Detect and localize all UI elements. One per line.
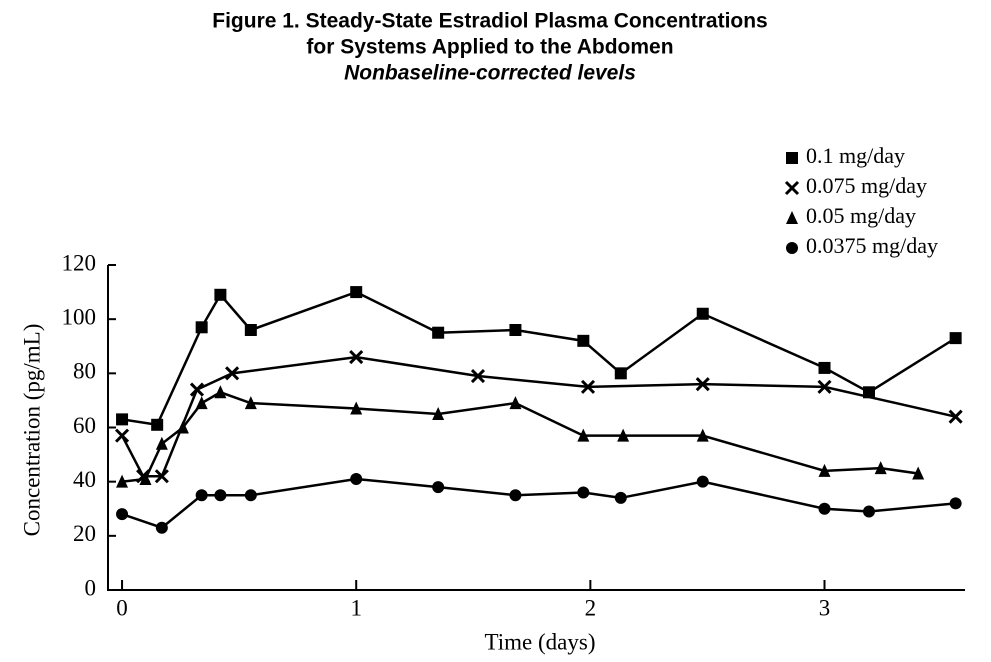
data-point: [154, 469, 169, 484]
data-point: [349, 350, 364, 365]
data-point: [949, 332, 962, 345]
data-point: [214, 489, 227, 502]
data-point: [116, 413, 129, 426]
data-point: [912, 466, 925, 480]
data-point: [948, 409, 963, 424]
data-point: [114, 428, 130, 443]
legend-marker: [786, 152, 798, 164]
data-point: [580, 379, 596, 394]
chart-title: for Systems Applied to the Abdomen: [306, 36, 673, 59]
data-point: [350, 472, 363, 485]
data-point: [696, 307, 709, 320]
x-tick-label: 2: [585, 595, 597, 620]
data-point: [176, 420, 189, 434]
data-point: [214, 385, 227, 399]
data-point: [509, 489, 522, 502]
data-point: [155, 521, 168, 534]
legend-marker: [784, 180, 800, 196]
data-point: [862, 505, 875, 518]
data-point: [116, 474, 129, 488]
y-tick-label: 80: [73, 359, 96, 384]
data-point: [617, 428, 630, 442]
data-point: [214, 288, 227, 301]
series-line: [121, 477, 956, 530]
data-point: [195, 321, 208, 334]
series-line: [121, 390, 919, 483]
data-point: [818, 463, 831, 477]
data-point: [151, 418, 164, 431]
data-point: [577, 428, 590, 442]
data-point: [696, 475, 709, 488]
data-point: [155, 436, 168, 450]
data-point: [695, 377, 710, 392]
legend-label: 0.075 mg/day: [806, 173, 927, 198]
data-point: [818, 361, 831, 374]
legend-label: 0.1 mg/day: [806, 143, 905, 168]
chart-title: Figure 1. Steady-State Estradiol Plasma …: [212, 10, 768, 33]
data-point: [949, 497, 962, 510]
data-point: [874, 461, 887, 475]
legend-label: 0.0375 mg/day: [806, 233, 938, 258]
data-point: [817, 379, 832, 394]
data-point: [509, 324, 522, 336]
x-tick-label: 3: [819, 595, 831, 620]
legend-marker: [786, 242, 798, 254]
data-point: [350, 401, 363, 415]
data-point: [577, 486, 590, 499]
series-line: [120, 355, 956, 478]
data-point: [244, 324, 257, 336]
y-tick-label: 60: [73, 413, 96, 438]
data-point: [244, 489, 257, 502]
data-point: [432, 406, 445, 420]
y-tick-label: 100: [62, 304, 97, 329]
data-point: [189, 382, 205, 397]
x-tick-label: 0: [116, 595, 128, 620]
x-tick-label: 1: [350, 595, 362, 620]
data-point: [432, 481, 445, 494]
data-point: [432, 326, 445, 339]
data-point: [139, 471, 152, 485]
data-point: [577, 334, 590, 347]
y-axis-label: Concentration (pg/mL): [19, 324, 44, 537]
data-point: [350, 286, 363, 299]
y-tick-label: 0: [85, 575, 97, 600]
chart-subtitle: Nonbaseline-corrected levels: [344, 62, 636, 85]
data-point: [818, 502, 831, 515]
data-point: [195, 489, 208, 502]
data-point: [225, 366, 240, 381]
legend-marker: [786, 211, 798, 224]
y-tick-label: 20: [73, 521, 96, 546]
data-point: [509, 396, 522, 410]
data-point: [244, 396, 257, 410]
legend-label: 0.05 mg/day: [806, 203, 916, 228]
data-point: [470, 368, 486, 384]
data-point: [696, 428, 709, 442]
y-tick-label: 40: [73, 467, 96, 492]
data-point: [116, 508, 129, 521]
data-point: [614, 491, 627, 504]
y-tick-label: 120: [62, 250, 97, 275]
data-point: [614, 367, 627, 380]
data-point: [195, 396, 208, 410]
x-axis-label: Time (days): [485, 629, 596, 654]
